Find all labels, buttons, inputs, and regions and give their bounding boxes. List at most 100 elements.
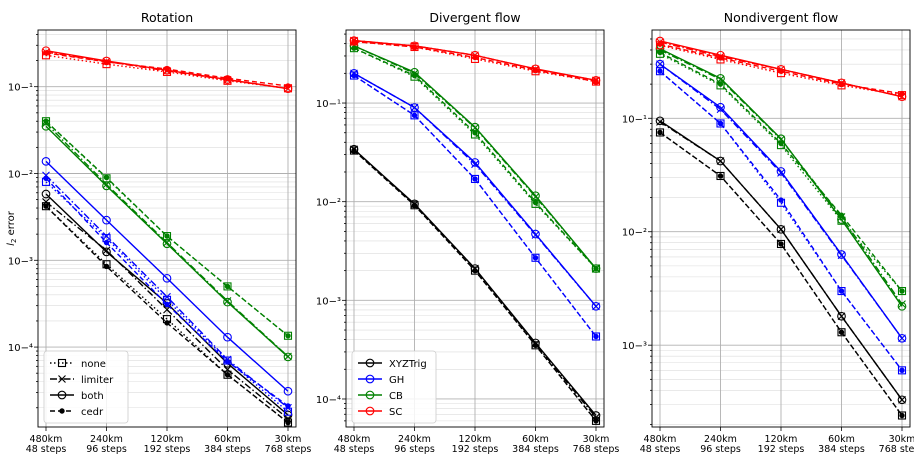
y-tick-label: 10−² [316, 198, 341, 209]
data-point-GH-cedr [532, 255, 539, 261]
data-point-CB-both [102, 181, 111, 191]
x-tick-label: 48 steps [640, 444, 681, 454]
legend-marker [365, 374, 375, 384]
data-point-XYZTrig-both [776, 224, 786, 234]
x-tick-label: 240km [398, 434, 431, 445]
y-axis-label: l2 error [6, 210, 18, 246]
y-tick-label: 10−¹ [8, 83, 33, 94]
data-point-XYZTrig-none [223, 370, 232, 379]
data-point-XYZTrig-both [41, 189, 51, 199]
data-point-XYZTrig-cedr [778, 241, 784, 247]
data-point-CB-none [41, 117, 51, 126]
series-line-XYZTrig-both [659, 120, 903, 401]
legend-marker [365, 406, 375, 416]
data-point-SC-cedr [411, 44, 418, 50]
data-point-GH-none [531, 253, 540, 262]
x-tick-label: 60km [828, 434, 855, 445]
data-point-XYZTrig-cedr [838, 329, 845, 335]
data-point-GH-cedr [778, 197, 784, 203]
data-point-XYZTrig-both [716, 156, 725, 166]
chart-title: Divergent flow [429, 10, 520, 25]
data-point-CB-cedr [657, 49, 663, 56]
data-point-GH-both [283, 386, 293, 396]
data-point-GH-both [897, 333, 907, 343]
data-point-CB-cedr [899, 288, 905, 294]
y-tick-label: 10−³ [622, 341, 647, 352]
data-point-GH-both [776, 167, 786, 176]
data-point-CB-both [162, 239, 172, 249]
data-point-CB-both [223, 297, 232, 307]
data-point-XYZTrig-cedr [43, 203, 49, 209]
data-point-CB-cedr [472, 130, 478, 136]
axes-frame [37, 29, 297, 428]
x-tick-label: 96 steps [394, 444, 435, 454]
data-point-GH-cedr [593, 333, 599, 340]
data-point-GH-cedr [899, 367, 905, 374]
x-tick-label: 384 steps [818, 444, 865, 454]
data-point-XYZTrig-cedr [899, 412, 905, 419]
x-tick-label: 768 steps [265, 444, 312, 454]
data-point-GH-limiter [163, 292, 171, 301]
series-line-XYZTrig-cedr [659, 131, 903, 416]
series-line-GH-none [659, 70, 903, 371]
x-tick-label: 48 steps [334, 444, 375, 454]
data-point-XYZTrig-limiter [102, 246, 111, 255]
data-point-XYZTrig-cedr [717, 173, 724, 179]
data-point-SC-cedr [224, 75, 231, 81]
data-point-SC-cedr [43, 50, 49, 56]
y-tick-label: 10−⁴ [8, 343, 33, 354]
data-point-GH-cedr [164, 301, 170, 308]
data-point-GH-limiter [471, 160, 479, 169]
data-point-GH-cedr [717, 120, 724, 127]
x-tick-label: 96 steps [700, 444, 741, 454]
x-tick-label: 120km [765, 434, 798, 445]
series-line-CB-limiter [45, 122, 289, 357]
legend: none limiter both cedr [43, 350, 129, 424]
data-point-GH-none [591, 332, 601, 341]
x-tick-label: 48 steps [26, 444, 67, 454]
axes-frame [651, 29, 911, 428]
data-point-CB-cedr [43, 118, 49, 124]
data-point-XYZTrig-none [655, 128, 665, 137]
x-tick-label: 192 steps [452, 444, 499, 454]
x-tick-label: 240km [704, 434, 737, 445]
legend-label: limiter [81, 375, 114, 386]
data-point-GH-both [837, 250, 846, 259]
data-point-XYZTrig-limiter [42, 198, 50, 206]
y-tick-label: 10−³ [316, 296, 341, 307]
data-point-GH-both [41, 156, 51, 166]
series-line-SC-none [45, 54, 289, 89]
data-point-CB-cedr [838, 212, 845, 218]
data-point-XYZTrig-none [716, 171, 725, 181]
data-point-CB-none [283, 331, 293, 340]
legend: XYZTrig GH CB SC [351, 350, 437, 424]
series-line-CB-both [353, 45, 597, 269]
data-point-SC-cedr [717, 55, 724, 61]
data-point-CB-none [897, 286, 907, 296]
data-point-GH-both [716, 102, 725, 112]
data-point-XYZTrig-cedr [532, 342, 539, 349]
data-point-XYZTrig-cedr [472, 267, 478, 274]
data-point-CB-cedr [411, 72, 418, 79]
series-line-CB-both [45, 125, 289, 358]
data-point-GH-limiter [102, 232, 111, 240]
data-point-GH-cedr [657, 68, 663, 74]
data-point-XYZTrig-both [655, 116, 665, 126]
data-point-XYZTrig-both [102, 247, 111, 257]
legend-label: GH [389, 375, 404, 386]
x-tick-label: 60km [214, 434, 241, 445]
data-point-XYZTrig-cedr [593, 418, 599, 424]
x-tick-label: 768 steps [879, 444, 914, 454]
data-point-GH-none [837, 286, 846, 296]
data-point-GH-none [716, 119, 725, 128]
series-line-GH-both [353, 72, 597, 307]
series-line-GH-both [659, 63, 903, 339]
legend-marker [365, 358, 375, 368]
x-tick-label: 240km [90, 434, 123, 445]
x-tick-label: 192 steps [144, 444, 191, 454]
data-point-CB-cedr [717, 81, 724, 87]
